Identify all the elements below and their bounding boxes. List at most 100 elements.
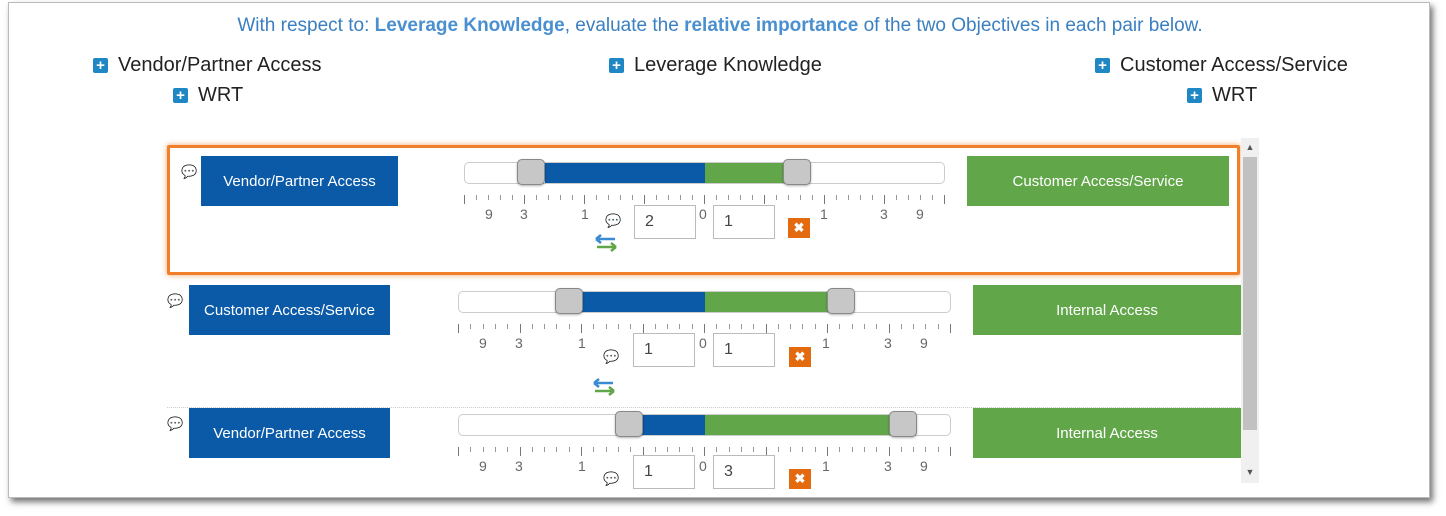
scale-tick [667, 324, 668, 329]
scale-tick [655, 324, 656, 329]
comment-icon[interactable]: 💬 [167, 293, 184, 308]
scale-tick [788, 195, 789, 200]
scale-tick [913, 324, 914, 329]
scale-tick [729, 447, 730, 452]
scale-tick [483, 324, 484, 329]
scale-tick [901, 324, 902, 329]
scale-tick [925, 447, 926, 452]
expand-right-wrt-plus-icon[interactable]: + [1187, 88, 1202, 103]
pair2-left-objective[interactable]: Customer Access/Service [189, 285, 390, 335]
scale-tick [606, 324, 607, 329]
scale-tick [852, 447, 853, 452]
pair1-swap-arrows-icon[interactable] [593, 233, 619, 253]
scale-tick [544, 324, 545, 329]
scale-tick [848, 195, 849, 200]
scale-tick [679, 447, 680, 452]
pair3-right-handle[interactable] [889, 411, 917, 437]
pair2-right-value[interactable]: 1 [713, 333, 775, 367]
scale-tick [778, 447, 779, 452]
pair2-scale-ticks [458, 324, 951, 334]
scale-tick [836, 195, 837, 200]
pair3-right-objective[interactable]: Internal Access [973, 408, 1241, 458]
comment-icon[interactable]: 💬 [605, 213, 622, 228]
scale-tick [728, 195, 729, 200]
scale-tick [655, 447, 656, 452]
scrollbar-thumb[interactable] [1243, 157, 1257, 430]
comment-icon[interactable]: 💬 [181, 164, 198, 179]
pair2-left-handle[interactable] [555, 288, 583, 314]
pair3-scale-label: 9 [920, 458, 928, 474]
scale-tick [876, 447, 877, 452]
pair3-right-value[interactable]: 3 [713, 455, 775, 489]
pair2-left-value[interactable]: 1 [633, 333, 695, 367]
scale-tick [889, 324, 890, 333]
scale-tick [913, 447, 914, 452]
scale-tick [692, 195, 693, 200]
scale-tick [766, 447, 767, 456]
scale-tick [790, 324, 791, 329]
comparison-panel: With respect to: Leverage Knowledge, eva… [8, 2, 1430, 498]
scale-tick [753, 324, 754, 329]
expand-center-plus-icon[interactable]: + [609, 58, 624, 73]
scale-tick [944, 195, 945, 204]
pair3-left-objective[interactable]: Vendor/Partner Access [189, 408, 390, 458]
pair1-right-handle[interactable] [783, 159, 811, 185]
expand-left-wrt-plus-icon[interactable]: + [173, 88, 188, 103]
scale-tick [815, 447, 816, 452]
pair1-left-objective[interactable]: Vendor/Partner Access [201, 156, 398, 206]
scale-tick [618, 447, 619, 452]
scale-tick [507, 324, 508, 329]
instruction-middle: , evaluate the [564, 15, 685, 36]
pair2-slider-track[interactable] [458, 288, 951, 314]
scale-tick [729, 324, 730, 329]
center-goal-header: Leverage Knowledge [634, 54, 822, 76]
scale-tick [584, 195, 585, 204]
scale-tick [532, 324, 533, 329]
pair1-right-fill [705, 163, 797, 183]
instruction-text: With respect to: Leverage Knowledge, eva… [9, 15, 1429, 37]
pair1-clear-close-icon[interactable]: ✖ [788, 218, 810, 238]
scale-tick [864, 324, 865, 329]
scale-tick [766, 324, 767, 333]
pair2-swap-arrows-icon[interactable] [591, 377, 617, 397]
scale-tick [572, 195, 573, 200]
scale-tick [520, 447, 521, 456]
scale-tick [476, 195, 477, 200]
scale-tick [938, 324, 939, 329]
comment-icon[interactable]: 💬 [603, 471, 620, 486]
pair2-right-objective[interactable]: Internal Access [973, 285, 1241, 335]
scroll-down-arrow-icon[interactable]: ▼ [1245, 467, 1255, 477]
scroll-up-arrow-icon[interactable]: ▲ [1245, 142, 1255, 152]
scale-tick [741, 447, 742, 452]
pair2-right-handle[interactable] [827, 288, 855, 314]
pair3-left-handle[interactable] [615, 411, 643, 437]
scale-tick [815, 324, 816, 329]
pair1-right-objective[interactable]: Customer Access/Service [967, 156, 1229, 206]
scale-tick [593, 324, 594, 329]
pair1-right-value[interactable]: 1 [713, 205, 775, 239]
scale-tick [741, 324, 742, 329]
scale-tick [556, 324, 557, 329]
expand-right-plus-icon[interactable]: + [1095, 58, 1110, 73]
pair3-left-value[interactable]: 1 [633, 455, 695, 489]
comment-icon[interactable]: 💬 [167, 416, 184, 431]
pair1-slider-track[interactable] [464, 159, 945, 185]
expand-left-plus-icon[interactable]: + [93, 58, 108, 73]
pair3-slider-track[interactable] [458, 411, 951, 437]
pair1-left-handle[interactable] [517, 159, 545, 185]
scale-tick [704, 447, 705, 456]
comment-icon[interactable]: 💬 [603, 349, 620, 364]
scale-tick [643, 324, 644, 333]
scale-tick [839, 447, 840, 452]
pair3-clear-close-icon[interactable]: ✖ [789, 469, 811, 489]
scale-tick [512, 195, 513, 200]
scale-tick [704, 195, 705, 204]
scale-tick [620, 195, 621, 200]
scale-tick [495, 447, 496, 452]
scale-tick [483, 447, 484, 452]
scale-tick [753, 447, 754, 452]
scale-tick [569, 324, 570, 329]
pair2-clear-close-icon[interactable]: ✖ [789, 347, 811, 367]
scale-tick [692, 447, 693, 452]
pair1-left-value[interactable]: 2 [634, 205, 696, 239]
